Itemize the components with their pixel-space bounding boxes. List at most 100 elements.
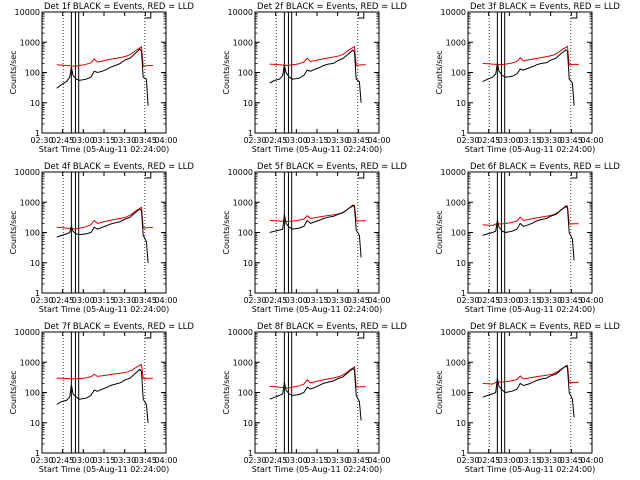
y-tick-label: 1 bbox=[248, 289, 253, 298]
x-tick-label: 03:15 bbox=[92, 296, 115, 305]
x-axis-label: Start Time (05-Aug-11 02:24:00) bbox=[39, 465, 170, 474]
corner-marker bbox=[357, 172, 365, 179]
events-series-line bbox=[269, 49, 362, 103]
x-tick-label: 02:45 bbox=[264, 296, 287, 305]
y-tick-label: 10000 bbox=[441, 8, 466, 17]
panel-7: Det 7f BLACK = Events, RED = LLD 1 10 100 10… bbox=[9, 322, 194, 474]
x-axis-label: Start Time (05-Aug-11 02:24:00) bbox=[465, 465, 596, 474]
y-tick-label: 1 bbox=[35, 129, 40, 138]
x-tick-label: 03:45 bbox=[560, 296, 583, 305]
panel-2: Det 2f BLACK = Events, RED = LLD 1 10 100 10… bbox=[222, 2, 407, 154]
panel-title: Det 8f BLACK = Events, RED = LLD bbox=[257, 322, 407, 332]
y-tick-label: 10 bbox=[30, 419, 40, 428]
x-tick-label: 02:30 bbox=[243, 136, 266, 145]
y-tick-label: 1 bbox=[461, 289, 466, 298]
y-tick-label: 1 bbox=[248, 449, 253, 458]
x-axis-label: Start Time (05-Aug-11 02:24:00) bbox=[465, 305, 596, 314]
x-tick-label: 02:30 bbox=[243, 296, 266, 305]
panel-title: Det 5f BLACK = Events, RED = LLD bbox=[257, 162, 407, 172]
events-series-line bbox=[56, 368, 149, 423]
events-series-line bbox=[56, 48, 149, 106]
x-tick-label: 03:45 bbox=[347, 296, 370, 305]
y-tick-label: 10000 bbox=[228, 168, 253, 177]
x-tick-label: 02:30 bbox=[456, 296, 479, 305]
y-tick-label: 10000 bbox=[441, 328, 466, 337]
x-tick-label: 03:15 bbox=[305, 136, 328, 145]
x-tick-label: 03:15 bbox=[305, 296, 328, 305]
x-tick-label: 03:30 bbox=[326, 456, 349, 465]
y-tick-label: 1000 bbox=[446, 38, 466, 47]
x-tick-label: 03:30 bbox=[326, 136, 349, 145]
y-tick-label: 100 bbox=[25, 389, 40, 398]
x-axis-label: Start Time (05-Aug-11 02:24:00) bbox=[465, 145, 596, 154]
x-tick-label: 04:00 bbox=[367, 136, 390, 145]
x-tick-label: 04:00 bbox=[154, 296, 177, 305]
y-tick-label: 100 bbox=[451, 389, 466, 398]
x-axis-label: Start Time (05-Aug-11 02:24:00) bbox=[39, 145, 170, 154]
x-tick-label: 04:00 bbox=[367, 456, 390, 465]
x-tick-label: 03:00 bbox=[285, 456, 308, 465]
panel-5: Det 5f BLACK = Events, RED = LLD 1 10 100 10… bbox=[222, 162, 407, 314]
x-tick-label: 03:00 bbox=[498, 296, 521, 305]
x-tick-label: 02:45 bbox=[477, 136, 500, 145]
lld-series-line bbox=[482, 45, 579, 66]
events-series-line bbox=[482, 205, 575, 261]
y-tick-label: 1000 bbox=[233, 198, 253, 207]
plot-frame bbox=[254, 331, 380, 454]
corner-marker bbox=[570, 12, 578, 19]
y-tick-label: 10000 bbox=[15, 8, 40, 17]
x-tick-label: 03:00 bbox=[72, 456, 95, 465]
x-tick-label: 03:30 bbox=[113, 296, 136, 305]
panel-9: Det 9f BLACK = Events, RED = LLD 1 10 100 10… bbox=[435, 322, 620, 474]
panel-4: Det 4f BLACK = Events, RED = LLD 1 10 100 10… bbox=[9, 162, 194, 314]
x-tick-label: 02:30 bbox=[456, 136, 479, 145]
corner-marker bbox=[144, 332, 152, 339]
x-tick-label: 03:15 bbox=[305, 456, 328, 465]
x-tick-label: 02:45 bbox=[51, 296, 74, 305]
y-tick-label: 100 bbox=[238, 389, 253, 398]
plot-frame bbox=[41, 11, 167, 134]
y-tick-label: 1000 bbox=[233, 38, 253, 47]
y-axis-label: Counts/sec bbox=[222, 50, 231, 94]
x-tick-label: 02:45 bbox=[477, 456, 500, 465]
x-tick-label: 04:00 bbox=[154, 136, 177, 145]
y-axis-label: Counts/sec bbox=[9, 210, 18, 254]
lld-series-line bbox=[269, 45, 366, 67]
x-tick-label: 03:15 bbox=[518, 296, 541, 305]
y-axis-label: Counts/sec bbox=[9, 370, 18, 414]
events-series-line bbox=[482, 365, 575, 418]
y-axis-label: Counts/sec bbox=[435, 210, 444, 254]
y-axis-label: Counts/sec bbox=[435, 50, 444, 94]
lld-series-line bbox=[56, 206, 153, 230]
x-axis-label: Start Time (05-Aug-11 02:24:00) bbox=[252, 465, 383, 474]
x-tick-label: 04:00 bbox=[367, 296, 390, 305]
events-series-line bbox=[56, 208, 149, 263]
corner-marker bbox=[357, 12, 365, 19]
x-tick-label: 03:00 bbox=[498, 456, 521, 465]
y-tick-label: 10 bbox=[30, 259, 40, 268]
y-tick-label: 100 bbox=[238, 229, 253, 238]
y-tick-label: 10 bbox=[456, 419, 466, 428]
panel-3: Det 3f BLACK = Events, RED = LLD 1 10 100 10… bbox=[435, 2, 620, 154]
y-axis-label: Counts/sec bbox=[222, 210, 231, 254]
panel-title: Det 9f BLACK = Events, RED = LLD bbox=[470, 322, 620, 332]
x-tick-label: 03:30 bbox=[113, 136, 136, 145]
x-tick-label: 02:45 bbox=[51, 136, 74, 145]
x-tick-label: 03:30 bbox=[113, 456, 136, 465]
y-tick-label: 10000 bbox=[228, 328, 253, 337]
corner-marker bbox=[570, 172, 578, 179]
x-tick-label: 04:00 bbox=[580, 456, 603, 465]
x-tick-label: 03:45 bbox=[347, 136, 370, 145]
x-tick-label: 03:45 bbox=[134, 456, 157, 465]
plot-frame bbox=[41, 171, 167, 294]
panel-title: Det 6f BLACK = Events, RED = LLD bbox=[470, 162, 620, 172]
x-tick-label: 03:00 bbox=[498, 136, 521, 145]
y-tick-label: 10000 bbox=[15, 168, 40, 177]
corner-marker bbox=[357, 332, 365, 339]
y-tick-label: 1000 bbox=[20, 38, 40, 47]
plot-frame bbox=[254, 171, 380, 294]
y-axis-label: Counts/sec bbox=[9, 50, 18, 94]
y-tick-label: 100 bbox=[25, 229, 40, 238]
events-series-line bbox=[269, 367, 362, 421]
x-tick-label: 03:30 bbox=[539, 456, 562, 465]
